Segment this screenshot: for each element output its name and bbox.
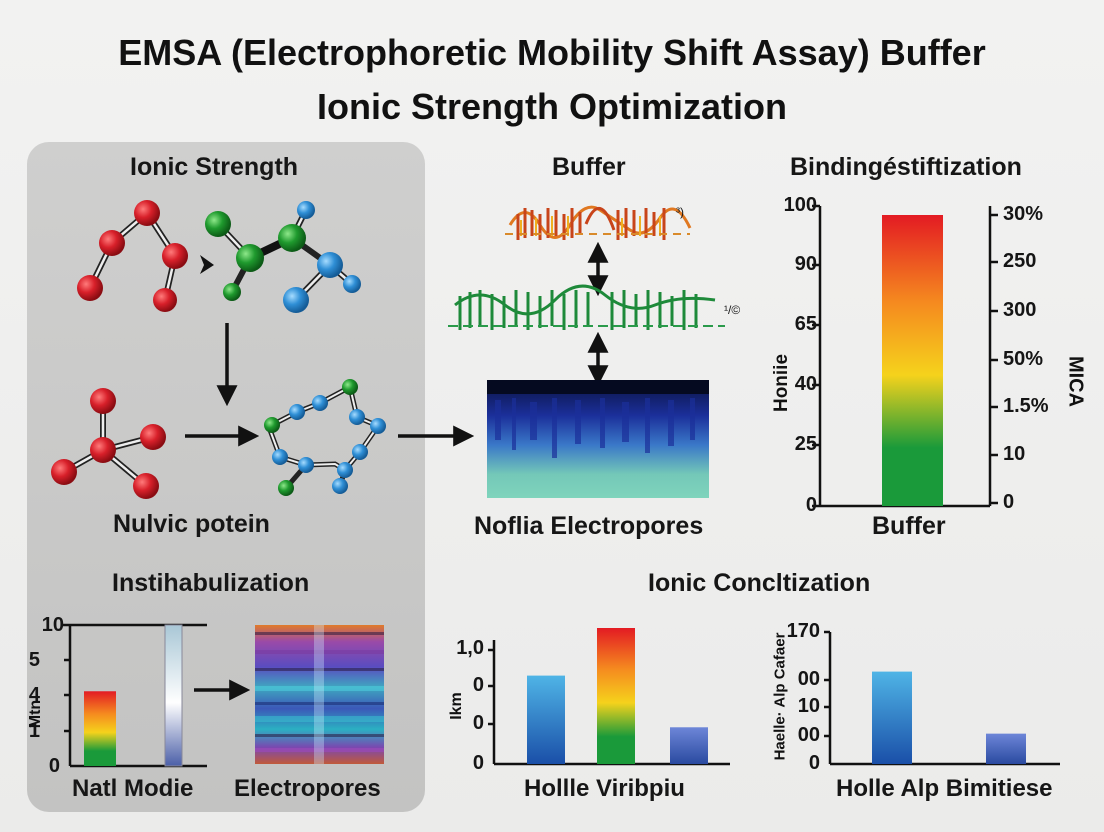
instab-tick-0: 10 <box>41 614 64 636</box>
binding-left-tick-1: 90 <box>794 253 817 275</box>
ionic2-bar-0 <box>872 671 912 764</box>
ionic1-bar-2 <box>670 727 708 764</box>
ionic2-y-label: Haelle· Alp Cafaer <box>771 632 789 761</box>
binding-right-tick-2: 300 <box>1003 299 1037 321</box>
figure-title-line-2: Ionic Strength Optimization <box>317 86 787 127</box>
instab-tick-4: 0 <box>48 755 60 777</box>
ionic1-bar-1 <box>597 628 635 764</box>
binding-right-axis-label: MICA <box>1064 355 1087 408</box>
binding-left-tick-5: 0 <box>805 494 817 516</box>
buffer-wave-middle <box>448 284 725 330</box>
instab-tick-1: 5 <box>28 649 40 671</box>
ionic-strength-header: Ionic Strength <box>130 153 299 181</box>
ionic2-tick-3: 00 <box>797 724 820 746</box>
ionic1-y-label: Ikm <box>448 692 465 720</box>
binding-left-axis-label: Honiie <box>771 353 792 413</box>
ionic2-tick-0: 170 <box>786 620 820 642</box>
binding-right-tick-3: 50% <box>1003 348 1044 370</box>
ionic1-tick-1: 0 <box>472 674 484 696</box>
electropores-spectrogram <box>255 625 384 764</box>
ionic2-tick-4: 0 <box>808 752 820 774</box>
wave-annotation-1: ³) <box>676 205 684 219</box>
instab-header: Instihabulization <box>112 569 310 597</box>
binding-x-label: Buffer <box>872 512 946 540</box>
instab-bar-0 <box>84 691 116 766</box>
instab-axes <box>62 623 207 768</box>
gel-image <box>487 380 709 498</box>
binding-left-tick-2: 65 <box>794 313 817 335</box>
binding-left-tick-3: 40 <box>794 373 817 395</box>
ionic2-tick-2: 10 <box>797 695 820 717</box>
binding-right-tick-1: 250 <box>1003 250 1037 272</box>
ionic2-bar-1 <box>986 733 1026 764</box>
ionic2-tick-1: 00 <box>797 668 820 690</box>
ionic1-x-label: Hollle Viribpiu <box>524 775 685 802</box>
electropores-label: Electropores <box>234 775 381 802</box>
binding-chart-title: Bindingéstiftization <box>790 153 1022 181</box>
gradient-strip <box>164 624 183 767</box>
binding-left-tick-0: 100 <box>783 194 817 216</box>
nulvic-potein-caption: Nulvic potein <box>113 510 270 538</box>
noflia-electropores-caption: Noflia Electropores <box>474 512 704 540</box>
binding-left-tick-4: 25 <box>794 433 817 455</box>
instab-tick-3: 1 <box>28 720 40 742</box>
ionic1-tick-0: 1,0 <box>456 637 484 659</box>
instab-y-label: Mtn <box>27 699 44 729</box>
wave-annotation-2: ¹/© <box>724 303 741 317</box>
binding-right-tick-5: 10 <box>1003 443 1026 465</box>
ionic2-x-label: Holle Alp Bimitiese <box>836 775 1053 802</box>
ionic1-tick-2: 0 <box>472 712 484 734</box>
binding-right-tick-4: 1.5% <box>1003 395 1049 417</box>
natl-modie-label: Natl Modie <box>72 775 194 802</box>
instab-tick-2: 4 <box>28 684 40 706</box>
binding-bar-0 <box>882 215 943 506</box>
binding-right-tick-0: 30% <box>1003 203 1044 225</box>
binding-right-tick-6: 0 <box>1003 491 1015 513</box>
ionic1-tick-3: 0 <box>472 752 484 774</box>
buffer-wave-top <box>505 205 692 240</box>
ionic1-bar-0 <box>527 675 565 764</box>
figure-title-line-1: EMSA (Electrophoretic Mobility Shift Ass… <box>118 32 986 73</box>
buffer-header: Buffer <box>552 153 626 181</box>
ionic-conc-header: Ionic Concltization <box>648 569 871 597</box>
